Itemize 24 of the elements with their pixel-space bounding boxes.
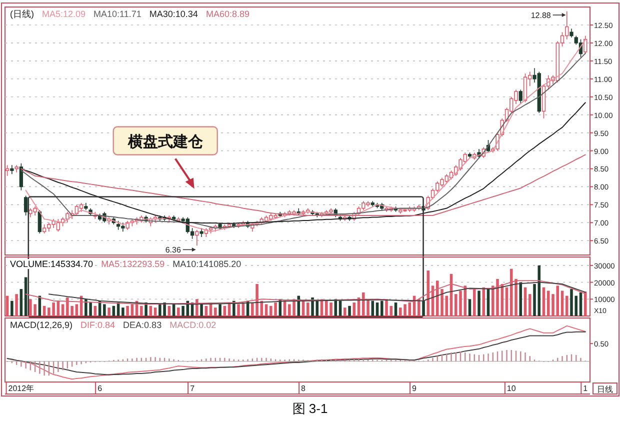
annotation: (日线) [10,9,34,19]
x-tick-label: 1 [583,384,588,393]
series-label: VOLUME:145334.70 [10,259,94,269]
text: MA30:10.34 [149,9,198,19]
text: MA10:11.71 [94,9,142,19]
text: MA5:12.09 [42,9,86,19]
x-tick-label: 6 [98,384,103,393]
text: MA5:132293.59 [101,259,165,269]
caption: 图 3-1 [292,401,328,416]
text: MA60:8.89 [206,9,250,19]
annotation: 横盘式建仓 [126,134,204,151]
x-tick-label: 2012年 [8,384,34,393]
annotation: 6.36 [165,246,182,255]
text: DIF:0.84 [80,320,116,330]
text: MACD:0.02 [170,320,216,330]
x-tick-label: 8 [301,384,306,393]
annotation: 12.88 [530,11,552,20]
text: DEA:0.83 [123,320,162,330]
x-tick-label: 10 [506,384,516,393]
text: 日线 [597,385,613,394]
annotation: MACD(12,26,9) [10,320,73,330]
text: MA10:141085.20 [172,259,242,269]
x-tick-label: 7 [190,384,196,393]
x-tick-label: 9 [412,384,418,393]
